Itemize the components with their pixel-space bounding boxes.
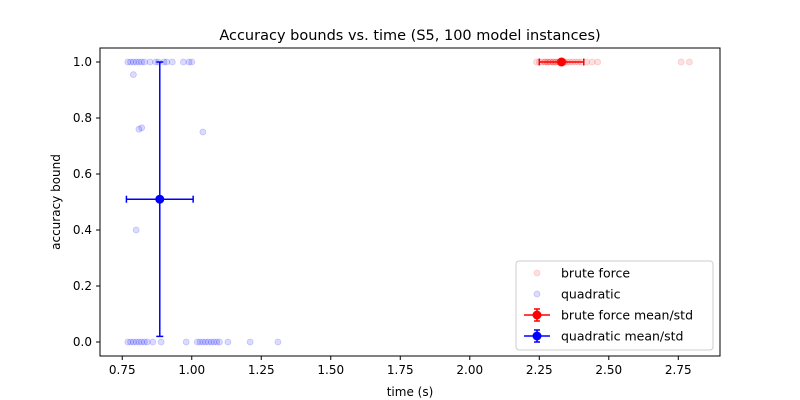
data-point	[135, 125, 143, 133]
legend: brute force quadratic brute force mean/std…	[515, 260, 714, 351]
data-point	[677, 58, 685, 66]
data-point	[127, 338, 134, 346]
data-point	[168, 58, 176, 66]
errorbar-quadratic-mean-std	[125, 61, 194, 338]
legend-marker	[532, 310, 542, 320]
legend-box	[515, 260, 714, 351]
data-point	[157, 338, 165, 346]
data-point	[210, 338, 218, 346]
data-point	[163, 58, 171, 66]
data-point	[594, 58, 602, 66]
data-point	[129, 338, 137, 346]
x-tick-label: 2.00	[456, 363, 483, 377]
legend-marker	[533, 269, 541, 277]
y-axis-label: accuracy bound	[49, 154, 63, 250]
data-point	[686, 58, 693, 66]
data-point	[127, 58, 134, 66]
data-point	[180, 58, 187, 66]
y-tick-label: 0.0	[73, 335, 92, 349]
data-point	[149, 338, 157, 346]
x-tick-label: 1.50	[317, 363, 344, 377]
data-point	[138, 338, 146, 346]
data-point	[146, 58, 154, 66]
x-tick-label: 2.25	[526, 363, 553, 377]
x-tick-label: 2.75	[665, 363, 692, 377]
data-point	[135, 58, 143, 66]
mean-marker	[155, 194, 165, 204]
y-tick-label: 0.4	[73, 223, 92, 237]
data-point	[141, 338, 148, 346]
axes-frame	[99, 47, 721, 357]
data-point	[224, 338, 232, 346]
data-point	[135, 338, 143, 346]
legend-label: quadratic	[561, 287, 621, 302]
legend-label: quadratic mean/std	[561, 329, 683, 344]
y-axis: 0.0 0.2 0.4 0.6 0.8 1.0	[73, 55, 100, 349]
data-point	[138, 58, 146, 66]
data-point	[274, 338, 282, 346]
x-axis: 0.75 1.00 1.25 1.50 1.75 2.00 2.25 2.50 2.75	[109, 356, 692, 377]
errorbar-brute-force-mean-std	[538, 57, 585, 67]
series-quadratic	[124, 58, 282, 346]
data-point	[182, 338, 190, 346]
data-point	[202, 338, 210, 346]
x-tick-label: 1.00	[178, 363, 205, 377]
y-tick-label: 0.2	[73, 279, 92, 293]
legend-label: brute force mean/std	[561, 308, 693, 323]
data-point	[129, 71, 137, 78]
data-point	[141, 58, 148, 66]
data-point	[196, 338, 204, 346]
data-point	[138, 124, 146, 132]
legend-marker	[533, 290, 541, 298]
data-point	[143, 338, 151, 346]
data-point	[129, 58, 137, 66]
x-axis-label: time (s)	[387, 385, 434, 399]
data-point	[199, 338, 207, 346]
data-point	[216, 338, 223, 346]
data-point	[124, 58, 132, 66]
x-tick-label: 1.75	[387, 363, 414, 377]
mean-marker	[557, 57, 567, 67]
y-tick-label: 0.6	[73, 167, 92, 181]
data-point	[132, 338, 140, 346]
y-tick-label: 0.8	[73, 111, 92, 125]
data-point	[124, 338, 132, 346]
plot-area	[124, 57, 693, 346]
x-tick-label: 2.50	[595, 363, 622, 377]
data-point	[132, 226, 140, 234]
data-point	[207, 338, 215, 346]
data-point	[199, 128, 207, 136]
data-point	[188, 58, 196, 66]
x-tick-label: 0.75	[109, 363, 136, 377]
data-point	[132, 58, 140, 66]
data-point	[213, 338, 221, 346]
chart-title: Accuracy bounds vs. time (S5, 100 model …	[219, 28, 600, 44]
x-tick-label: 1.25	[248, 363, 275, 377]
data-point	[588, 58, 596, 66]
y-tick-label: 1.0	[73, 55, 92, 69]
data-point	[246, 338, 254, 346]
data-point	[185, 58, 193, 66]
data-point	[205, 338, 212, 346]
legend-marker	[532, 331, 542, 341]
legend-label: brute force	[561, 266, 630, 281]
data-point	[193, 338, 201, 346]
